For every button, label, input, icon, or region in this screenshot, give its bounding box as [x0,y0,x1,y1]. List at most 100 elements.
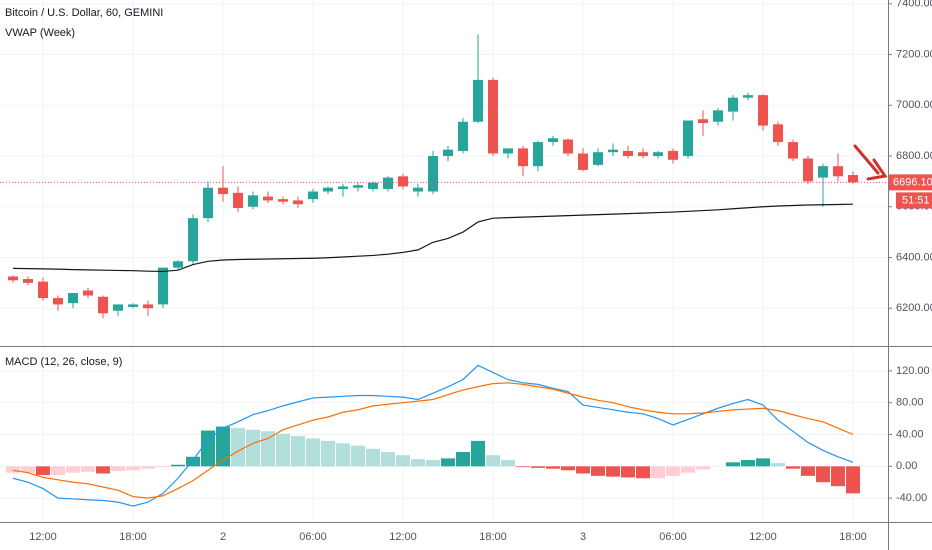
candle-body [608,149,618,153]
histogram-bar [36,466,50,476]
histogram-bar [531,466,545,468]
histogram-bar [621,466,635,478]
candle-body [743,95,753,98]
candle-body [443,149,453,157]
candle-body [773,124,783,143]
candle-body [113,304,123,311]
candle-body [518,148,528,167]
histogram-bar [336,443,350,467]
y-tick-label: 6400.00 [896,251,932,263]
last-price-box [889,174,932,191]
candle-body [218,187,228,195]
histogram-bar [516,466,530,468]
histogram-bar [111,466,125,472]
candle-body [83,290,93,296]
candle-body [533,142,543,167]
macd-line [12,364,854,507]
marks [0,34,888,507]
y-tick-label: 7200.00 [896,48,932,60]
candle-body [488,79,498,154]
histogram-bar [66,466,80,473]
candle-body [368,182,378,189]
histogram-bar [786,466,800,469]
x-tick-label: 18:00 [119,531,147,543]
histogram-bar [666,466,680,476]
candle-body [173,261,183,268]
histogram-bar [171,464,185,467]
histogram-bar [501,459,515,467]
candle-body [548,138,558,143]
candle-body [413,187,423,192]
histogram-bar [546,466,560,469]
candle-body [68,292,78,304]
histogram-bar [396,455,410,467]
candle-body [143,304,153,309]
y-tick-label: 6200.00 [896,302,932,314]
x-tick-label: 18:00 [479,531,507,543]
candle-body [698,119,708,124]
y-tick-label: 0.00 [896,460,917,472]
histogram-bar [306,438,320,467]
histogram-bar [351,445,365,467]
histogram-bar [366,448,380,467]
chart-title: Bitcoin / U.S. Dollar, 60, GEMINI [5,7,163,19]
candle-body [278,199,288,202]
x-tick-label: 18:00 [839,531,867,543]
histogram-bar [846,466,860,494]
candle-body [383,177,393,189]
y-tick-label: 80.00 [896,397,924,409]
candle-body [233,192,243,209]
histogram-bar [186,456,200,467]
histogram-bar [276,433,290,467]
candle-body [428,156,438,192]
candle-body [638,152,648,157]
candle-body [473,79,483,122]
histogram-bar [156,466,170,468]
candle-body [623,150,633,157]
candle-body [833,166,843,177]
arrow-annotation [853,144,888,181]
histogram-bar [471,440,485,467]
histogram-bar [756,458,770,467]
axes: 12:00 18:00 2 06:00 12:00 18:00 3 06:00 12:00 18:… [29,0,932,543]
candle-body [848,175,858,183]
histogram-bar [831,466,845,487]
candle-body [758,95,768,126]
countdown-label: 51:51 [902,194,930,206]
macd-title: MACD (12, 26, close, 9) [5,356,122,368]
x-tick-label: 3 [580,531,586,543]
histogram-bar [411,459,425,467]
candle-body [683,120,693,157]
y-tick-label: 40.00 [896,428,924,440]
histogram-bar [681,466,695,473]
macd-line [12,382,854,499]
histogram-bar [201,430,215,467]
candle-body [128,304,138,307]
histogram-bar [576,466,590,474]
candle-body [503,148,513,154]
candle-body [578,153,588,170]
indicator-title: VWAP (Week) [5,27,75,39]
candle-body [38,281,48,299]
candle-body [23,279,33,283]
candle-body [308,191,318,200]
x-tick-label: 06:00 [299,531,327,543]
vwap-line [12,203,854,273]
y-tick-label: 7000.00 [896,99,932,111]
candle-body [713,110,723,122]
histogram-bar [816,466,830,483]
histogram-bar [81,466,95,472]
candle-body [293,200,303,205]
candle-body [668,150,678,160]
last-price-label: 6696.10 [893,176,932,188]
candle-body [8,276,18,281]
histogram-bar [771,463,785,467]
candle-body [98,296,108,314]
candle-body [263,196,273,201]
histogram-bar [486,455,500,467]
histogram-bar [6,466,20,473]
histogram-bar [96,466,110,474]
histogram-bar [21,466,35,473]
